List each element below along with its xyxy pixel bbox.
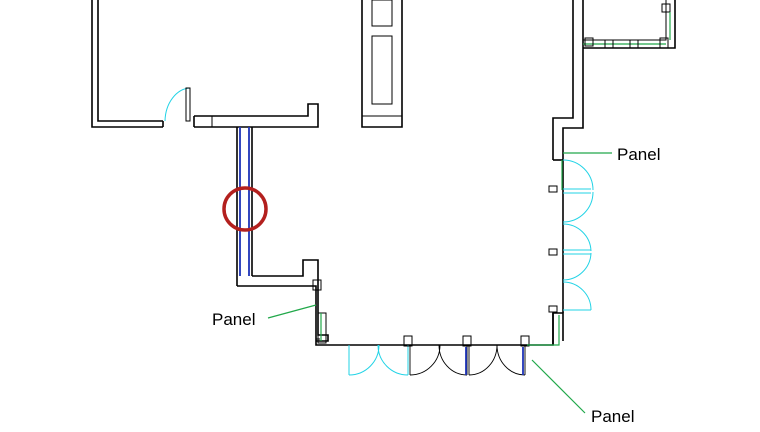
right-wall-doors	[562, 159, 594, 311]
leader-lines	[267, 152, 612, 414]
corridor-duct	[236, 127, 253, 286]
panel-label-right: Panel	[617, 145, 660, 164]
right-wall	[548, 0, 584, 345]
upper-room-door	[164, 87, 191, 122]
central-pier	[361, 0, 403, 128]
upper-left-room	[91, 0, 319, 128]
bottom-wall-doors	[348, 335, 530, 376]
upper-right-wing	[583, 0, 676, 49]
panel-label-bottom: Panel	[591, 407, 634, 426]
panel-label-left: Panel	[212, 310, 255, 329]
main-room-walls	[237, 259, 564, 346]
highlight-circle	[222, 186, 268, 232]
panel-markings	[320, 160, 563, 346]
